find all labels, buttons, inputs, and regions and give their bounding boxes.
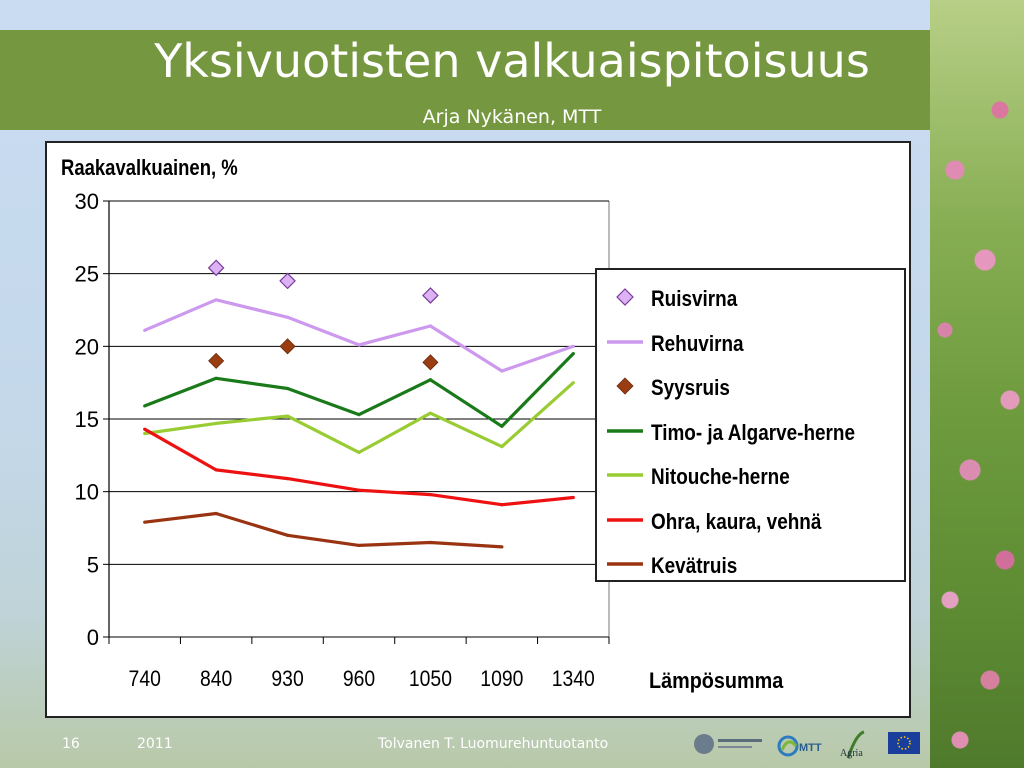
series-timo-ja-algarve-herne-point-3 — [357, 413, 361, 417]
series-kev-truis-point-0 — [143, 520, 147, 524]
series-kev-truis-point-3 — [357, 543, 361, 548]
y-tick-label-15: 15 — [75, 407, 99, 432]
legend-label: Ohra, kaura, vehnä — [651, 508, 822, 534]
series-syysruis-point-2 — [279, 338, 296, 355]
y-tick-label-25: 25 — [75, 262, 99, 287]
legend-line-swatch — [607, 428, 643, 433]
series-syysruis-point-1 — [208, 352, 225, 369]
series-timo-ja-algarve-herne-point-6 — [571, 352, 575, 356]
legend-line-swatch — [607, 473, 643, 477]
series-ohra-kaura-vehn--point-5 — [500, 503, 504, 507]
series-rehuvirna-point-2 — [285, 315, 290, 319]
chart-panel: Raakavalkuainen, % 0 5 10 15 20 25 30 740 840 930… — [45, 141, 911, 718]
agria-logo-text: Agria — [840, 748, 863, 759]
agria-logo: Agria — [840, 730, 865, 759]
series-ruisvirna-point-1 — [207, 259, 225, 277]
series-ohra-kaura-vehn--point-0 — [143, 427, 147, 431]
x-tick-label-930: 930 — [271, 667, 303, 691]
mtt-logo: MTT — [777, 735, 822, 757]
series-kev-truis-point-2 — [285, 533, 290, 537]
title-band — [0, 30, 930, 130]
x-tick-label-1050: 1050 — [409, 667, 452, 691]
y-tick-label-20: 20 — [75, 334, 99, 359]
x-tick-label-1340: 1340 — [552, 667, 595, 691]
series-rehuvirna-point-3 — [357, 343, 361, 347]
x-tick-label-960: 960 — [343, 667, 375, 691]
series-kev-truis-point-4 — [428, 540, 433, 545]
y-tick-label-0: 0 — [87, 625, 99, 650]
series-nitouche-herne-point-4 — [428, 411, 433, 415]
series-ohra-kaura-vehn--point-6 — [571, 495, 575, 500]
x-tick-label-1090: 1090 — [480, 667, 523, 691]
eu-flag-logo — [888, 732, 920, 754]
series-rehuvirna-point-1 — [214, 298, 218, 302]
x-tick-label-840: 840 — [200, 667, 232, 691]
series-ohra-kaura-vehn--point-4 — [428, 492, 433, 497]
series-timo-ja-algarve-herne-point-1 — [214, 376, 218, 380]
series-kev-truis-line — [144, 511, 502, 549]
mtt-logo-text: MTT — [799, 742, 822, 754]
legend-label: Syysruis — [651, 375, 730, 400]
legend-line-swatch — [607, 517, 643, 522]
legend-item: Syysruis — [597, 371, 904, 401]
helsingin-yliopisto-logo — [694, 734, 762, 754]
series-timo-ja-algarve-herne-point-0 — [143, 404, 147, 408]
chart-legend: Ruisvirna Rehuvirna Syysruis Timo- ja Algar… — [595, 268, 906, 582]
y-tick-label-10: 10 — [75, 480, 99, 505]
series-syysruis-point-4 — [422, 354, 439, 371]
y-axis-title: Raakavalkuainen, % — [61, 155, 238, 180]
legend-line-swatch — [607, 562, 643, 566]
series-nitouche-herne-point-0 — [143, 431, 147, 436]
legend-item: Kevätruis — [597, 549, 904, 579]
line-chart: 0 5 10 15 20 25 30 740 840 930 960 1050 1090 1340 — [75, 189, 610, 691]
clover-photo — [930, 0, 1024, 768]
series-timo-ja-algarve-herne-point-2 — [285, 386, 290, 391]
series-nitouche-herne-point-6 — [571, 381, 575, 385]
footer-year: 2011 — [137, 736, 173, 752]
legend-line-swatch — [607, 339, 643, 344]
legend-marker-swatch — [616, 377, 634, 395]
series-ohra-kaura-vehn--point-2 — [285, 476, 290, 481]
series-nitouche-herne-point-3 — [357, 450, 361, 455]
series-nitouche-herne-point-5 — [500, 445, 504, 449]
legend-label: Nitouche-herne — [651, 464, 790, 489]
partner-logos: MTT Agria — [688, 726, 924, 764]
page-number: 16 — [62, 736, 80, 752]
x-axis-title: Lämpösumma — [649, 668, 784, 693]
series-rehuvirna-point-5 — [500, 369, 504, 373]
y-tick-label-30: 30 — [75, 189, 99, 214]
series-timo-ja-algarve-herne-point-5 — [500, 424, 504, 428]
legend-label: Kevätruis — [651, 553, 738, 578]
legend-item: Nitouche-herne — [597, 460, 904, 490]
legend-label: Timo- ja Algarve-herne — [651, 419, 855, 445]
legend-item: Rehuvirna — [597, 327, 904, 357]
series-kev-truis-point-5 — [500, 545, 504, 549]
series-ohra-kaura-vehn--point-1 — [214, 468, 218, 472]
series-timo-ja-algarve-herne-point-4 — [428, 378, 433, 382]
series-nitouche-herne-point-2 — [285, 414, 290, 418]
slide-title: Yksivuotisten valkuaispitoisuus — [154, 34, 870, 88]
footer-text: Tolvanen T. Luomurehuntuotanto — [378, 736, 609, 752]
y-tick-label-5: 5 — [87, 552, 99, 577]
x-tick-label-740: 740 — [129, 667, 161, 691]
legend-label: Rehuvirna — [651, 330, 744, 356]
legend-item: Ohra, kaura, vehnä — [597, 505, 904, 535]
series-ohra-kaura-vehn--point-3 — [357, 488, 361, 492]
series-ruisvirna-point-4 — [422, 287, 439, 304]
series-kev-truis-point-1 — [214, 511, 218, 516]
legend-label: Ruisvirna — [651, 286, 738, 311]
series-rehuvirna-point-4 — [428, 324, 433, 328]
series-ruisvirna-point-2 — [279, 272, 296, 290]
slide-subtitle: Arja Nykänen, MTT — [422, 106, 602, 128]
legend-item: Ruisvirna — [597, 282, 904, 312]
legend-marker-swatch — [616, 288, 634, 306]
series-rehuvirna-point-0 — [143, 328, 147, 332]
series-rehuvirna-point-6 — [571, 344, 575, 348]
series-nitouche-herne-point-1 — [214, 421, 218, 425]
legend-item: Timo- ja Algarve-herne — [597, 416, 904, 446]
